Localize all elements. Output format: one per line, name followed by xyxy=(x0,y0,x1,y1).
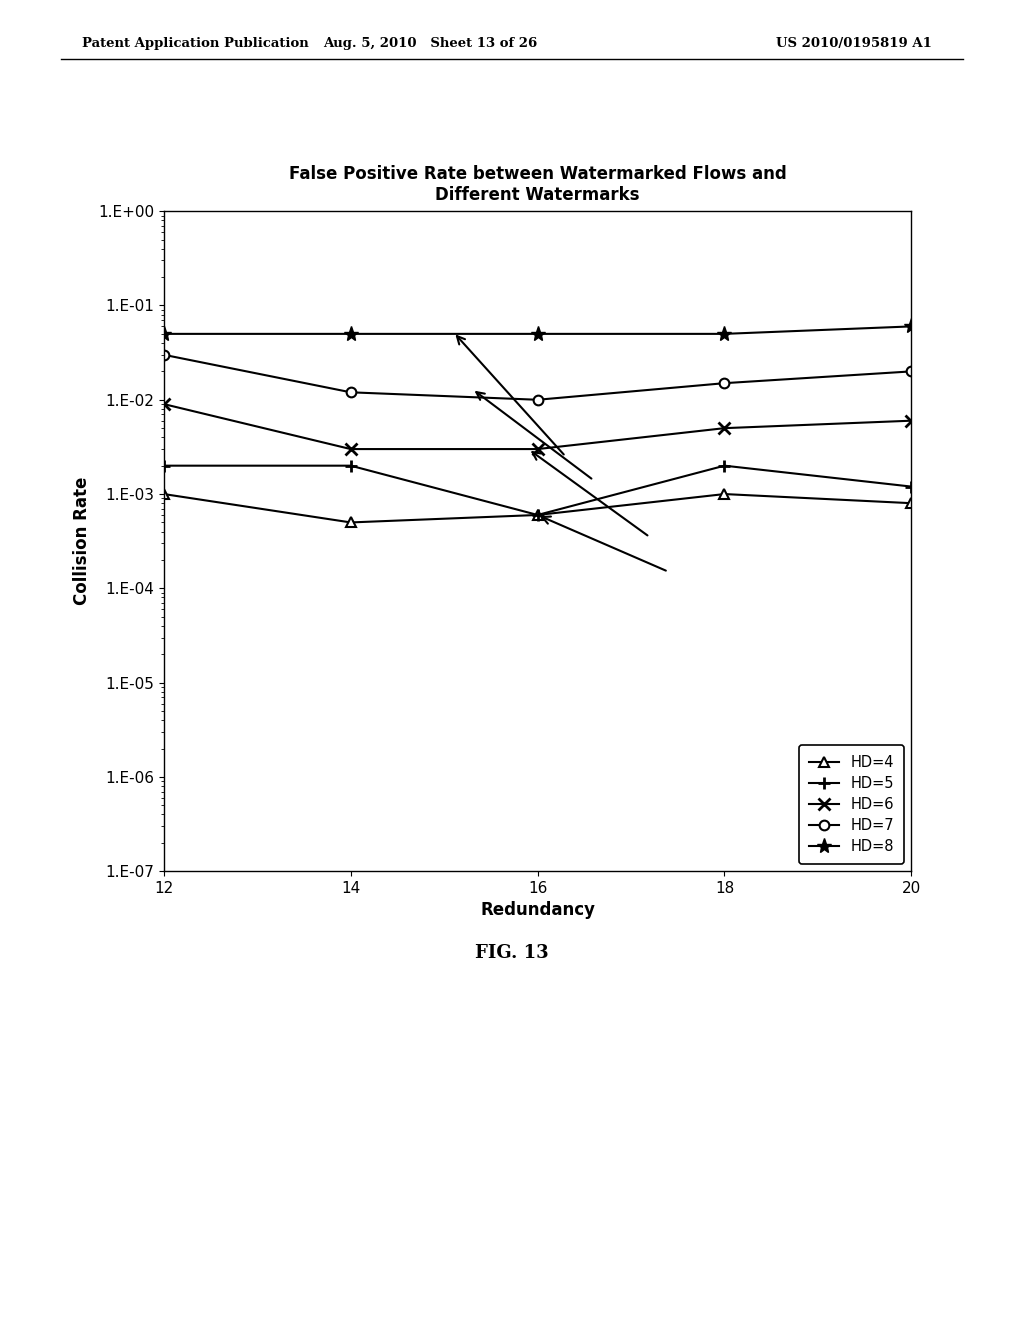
Line: HD=8: HD=8 xyxy=(157,318,919,342)
HD=8 xyxy=(344,326,356,342)
HD=8 xyxy=(719,326,731,342)
HD=4 xyxy=(905,495,918,511)
HD=4 xyxy=(719,486,731,502)
HD=8 xyxy=(158,326,170,342)
HD=5 xyxy=(531,507,544,523)
Text: Patent Application Publication: Patent Application Publication xyxy=(82,37,308,50)
Line: HD=7: HD=7 xyxy=(159,350,916,405)
Line: HD=5: HD=5 xyxy=(158,459,918,521)
HD=7 xyxy=(531,392,544,408)
HD=7 xyxy=(905,363,918,379)
Text: FIG. 13: FIG. 13 xyxy=(475,944,549,962)
HD=8 xyxy=(905,318,918,334)
X-axis label: Redundancy: Redundancy xyxy=(480,902,595,920)
HD=6 xyxy=(719,420,731,436)
HD=5 xyxy=(905,479,918,495)
Y-axis label: Collision Rate: Collision Rate xyxy=(73,477,91,606)
Text: Aug. 5, 2010   Sheet 13 of 26: Aug. 5, 2010 Sheet 13 of 26 xyxy=(323,37,538,50)
HD=5 xyxy=(344,458,356,474)
HD=6 xyxy=(531,441,544,457)
Line: HD=6: HD=6 xyxy=(159,399,916,454)
HD=4 xyxy=(344,515,356,531)
HD=8 xyxy=(531,326,544,342)
HD=7 xyxy=(158,347,170,363)
HD=6 xyxy=(344,441,356,457)
HD=6 xyxy=(905,413,918,429)
Text: US 2010/0195819 A1: US 2010/0195819 A1 xyxy=(776,37,932,50)
HD=4 xyxy=(531,507,544,523)
HD=6 xyxy=(158,396,170,412)
HD=4 xyxy=(158,486,170,502)
Line: HD=4: HD=4 xyxy=(159,490,916,527)
HD=5 xyxy=(158,458,170,474)
HD=7 xyxy=(344,384,356,400)
HD=7 xyxy=(719,375,731,391)
HD=5 xyxy=(719,458,731,474)
Title: False Positive Rate between Watermarked Flows and
Different Watermarks: False Positive Rate between Watermarked … xyxy=(289,165,786,205)
Legend: HD=4, HD=5, HD=6, HD=7, HD=8: HD=4, HD=5, HD=6, HD=7, HD=8 xyxy=(799,746,904,863)
